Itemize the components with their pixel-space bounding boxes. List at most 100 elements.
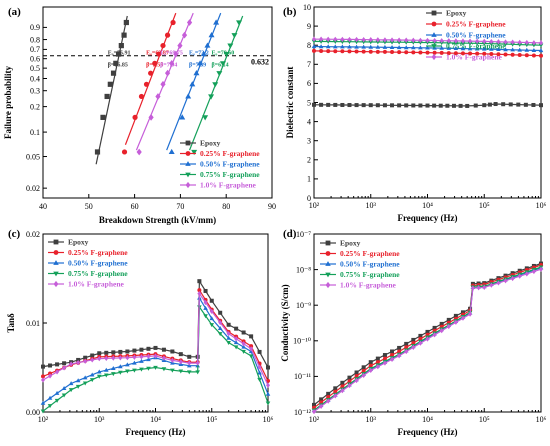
fit-line-epoxy [95, 15, 128, 165]
data-point-0-50-f-graphene [354, 44, 359, 49]
legend-label-0-75-f-graphene: 0.75% F-graphene [340, 270, 400, 279]
data-point-epoxy [161, 347, 166, 352]
y-tick-label-a: 0.02 [26, 184, 40, 193]
data-point-0-25-f-graphene [382, 49, 387, 54]
data-point-1-0-f-graphene [489, 38, 494, 45]
panel-label-d: (d) [283, 228, 297, 240]
data-point-epoxy [104, 350, 109, 355]
line-1-0-f-graphene [42, 291, 269, 386]
data-point-0-50-f-graphene [89, 372, 95, 377]
data-point-0-50-f-graphene [318, 44, 324, 49]
data-point-0-75-f-graphene [332, 39, 338, 44]
data-point-0-50-f-graphene [257, 370, 262, 375]
y-tick-label-a: 0.1 [30, 128, 40, 137]
y-tick-label-a: 0.8 [30, 35, 40, 44]
data-point-epoxy [453, 313, 458, 318]
legend-label-epoxy: Epoxy [446, 9, 467, 18]
data-point-0-50-f-graphene [411, 45, 416, 50]
data-point-0-75-f-graphene [203, 314, 208, 319]
data-point-epoxy [516, 102, 521, 107]
y-tick-label-b: 4 [307, 117, 311, 126]
data-point-epoxy [100, 114, 106, 120]
data-point-epoxy [113, 60, 119, 66]
data-point-0-50-f-graphene [241, 344, 246, 349]
data-point-1-0-f-graphene [241, 341, 246, 347]
data-point-1-0-f-graphene [432, 37, 437, 44]
data-point-0-25-f-graphene [354, 49, 359, 54]
data-point-1-0-f-graphene [333, 393, 338, 399]
data-point-1-0-f-graphene [390, 356, 395, 363]
x-tick-label-b: 10³ [366, 201, 377, 210]
data-point-0-25-f-graphene [468, 51, 473, 56]
x-tick-label-a: 50 [85, 202, 93, 211]
data-point-0-75-f-graphene [125, 369, 130, 374]
data-point-1-0-f-graphene [161, 355, 166, 361]
data-point-0-50-f-graphene [453, 46, 459, 51]
data-point-epoxy [418, 333, 423, 338]
line-0-50-f-graphene [42, 296, 269, 404]
data-point-0-25-f-graphene [197, 288, 202, 293]
data-point-epoxy [432, 103, 437, 108]
data-point-0-25-f-graphene [496, 52, 501, 57]
data-point-1-0-f-graphene [418, 37, 423, 43]
data-point-1-0-f-graphene [90, 357, 95, 363]
x-axis-title-a: Breakdown Strength (kV/mm) [99, 215, 216, 225]
panel-label-b: (b) [283, 6, 297, 18]
data-point-0-25-f-graphene [482, 51, 487, 56]
data-point-0-75-f-graphene [382, 40, 388, 45]
data-point-epoxy [523, 102, 528, 107]
data-point-1-0-f-graphene [411, 37, 416, 43]
data-point-1-0-f-graphene [460, 38, 465, 44]
data-point-1-0-f-graphene [148, 114, 154, 121]
data-point-0-25-f-graphene [361, 368, 366, 373]
x-tick-label-d: 10² [309, 415, 320, 424]
data-point-epoxy [390, 349, 395, 354]
data-point-0-50-f-graphene [389, 44, 395, 49]
y-tick-label-d: 10⁻⁸ [296, 265, 311, 274]
data-point-0-25-f-graphene [340, 49, 345, 54]
y-tick-label-c: 0.02 [26, 230, 40, 239]
data-point-epoxy [539, 103, 543, 108]
data-point-0-50-f-graphene [96, 369, 102, 374]
data-point-0-50-f-graphene [193, 70, 200, 76]
data-point-0-25-f-graphene [453, 51, 458, 56]
series-b-1-0-f-graphene [312, 36, 543, 46]
data-point-0-25-f-graphene [164, 32, 171, 38]
data-point-0-75-f-graphene [89, 378, 95, 383]
line-epoxy [313, 262, 542, 406]
y-axis-title-b: Dielectric constant [285, 67, 295, 139]
y-tick-label-a: 0.05 [26, 152, 40, 161]
data-point-1-0-f-graphene [155, 93, 161, 100]
data-point-0-50-f-graphene [125, 362, 130, 367]
y-tick-label-b: 10 [303, 3, 311, 12]
data-point-0-25-f-graphene [390, 50, 395, 55]
data-point-epoxy [241, 330, 246, 335]
data-point-1-0-f-graphene [524, 271, 529, 277]
data-point-1-0-f-graphene [312, 409, 316, 415]
data-point-1-0-f-graphene [476, 285, 481, 291]
y-tick-label-b: 8 [307, 41, 311, 50]
data-point-1-0-f-graphene [517, 273, 522, 279]
data-point-1-0-f-graphene [503, 39, 508, 45]
data-point-epoxy [249, 334, 254, 339]
data-point-0-25-f-graphene [347, 49, 352, 54]
legend-marker-1-0-f-graphene [185, 181, 191, 189]
data-point-0-50-f-graphene [325, 44, 331, 49]
data-point-epoxy [397, 103, 402, 108]
data-point-1-0-f-graphene [326, 36, 331, 42]
data-point-epoxy [83, 355, 88, 360]
data-point-epoxy [438, 103, 443, 108]
data-point-1-0-f-graphene [531, 268, 536, 275]
data-point-0-50-f-graphene [47, 395, 53, 400]
data-point-1-0-f-graphene [404, 37, 409, 43]
data-point-1-0-f-graphene [453, 319, 458, 325]
legend-marker-epoxy [53, 239, 59, 245]
data-point-0-50-f-graphene [489, 46, 494, 51]
data-point-epoxy [460, 310, 465, 315]
annotation-beta-1-0-f-graphene: β=7.04 [160, 63, 177, 69]
y-tick-label-d: 10⁻¹² [294, 408, 312, 417]
data-point-0-75-f-graphene [248, 354, 254, 359]
data-point-epoxy [397, 345, 402, 350]
data-point-1-0-f-graphene [132, 354, 137, 360]
data-point-epoxy [146, 346, 151, 351]
